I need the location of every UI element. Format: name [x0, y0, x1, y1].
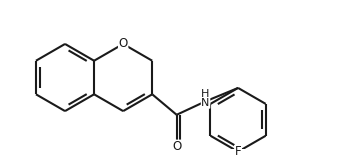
Text: F: F: [235, 145, 241, 158]
Text: H
N: H N: [201, 89, 210, 108]
Text: O: O: [172, 140, 181, 153]
Text: O: O: [118, 37, 128, 50]
